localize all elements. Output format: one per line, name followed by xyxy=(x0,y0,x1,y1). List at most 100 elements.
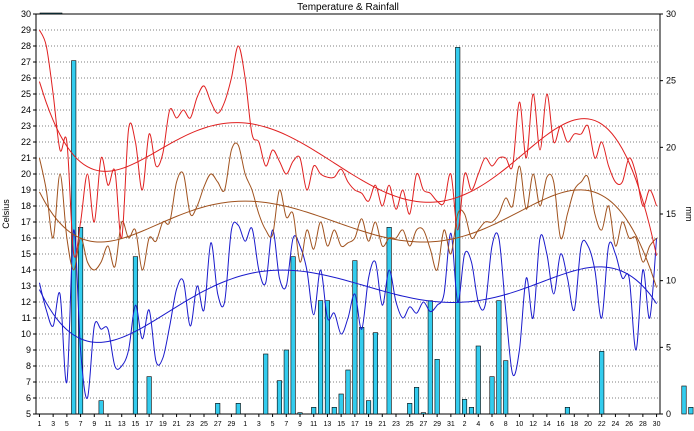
y2-tick-label: 10 xyxy=(666,276,676,286)
y-tick-label: 15 xyxy=(21,249,31,259)
rainfall-bar xyxy=(455,47,461,415)
rainfall-bar xyxy=(235,403,241,415)
rainfall-bar xyxy=(407,403,413,415)
x-tick-label: 15 xyxy=(337,421,345,428)
y-tick-label: 21 xyxy=(21,153,31,163)
x-tick-label: 20 xyxy=(584,421,592,428)
x-tick-label: 8 xyxy=(504,421,508,428)
y-tick-label: 11 xyxy=(22,313,31,323)
x-tick-label: 9 xyxy=(298,421,302,428)
x-tick-label: 4 xyxy=(476,421,480,428)
rainfall-bar xyxy=(331,407,337,415)
y-tick-label: 9 xyxy=(26,345,31,355)
y-axis-right: 0 5 10 15 20 25 30 xyxy=(660,9,676,419)
x-tick-label: 29 xyxy=(228,421,236,428)
y-tick-label: 17 xyxy=(21,217,31,227)
y-axis-label: Celsius xyxy=(1,199,11,229)
rainfall-bar xyxy=(318,300,324,415)
x-tick-label: 14 xyxy=(543,421,551,428)
x-tick-label: 5 xyxy=(65,421,69,428)
rainfall-bar xyxy=(681,385,687,415)
x-tick-label: 9 xyxy=(92,421,96,428)
series-poly-minimum xyxy=(38,266,657,343)
y2-tick-label: 5 xyxy=(666,342,671,352)
rainfall-bar xyxy=(599,351,605,415)
rainfall-bar xyxy=(352,260,358,415)
x-tick-label: 31 xyxy=(447,421,455,428)
y-tick-label: 13 xyxy=(21,281,31,291)
y2-tick-label: 0 xyxy=(666,409,671,419)
x-tick-label: 13 xyxy=(324,421,332,428)
y-tick-label: 14 xyxy=(21,265,31,275)
y2-tick-label: 15 xyxy=(666,209,676,219)
x-tick-label: 17 xyxy=(145,421,153,428)
x-tick-label: 11 xyxy=(104,421,111,428)
x-tick-label: 12 xyxy=(529,421,537,428)
x-tick-label: 23 xyxy=(186,421,194,428)
rainfall-bar xyxy=(283,349,289,415)
x-tick-label: 19 xyxy=(365,421,373,428)
y-tick-label: 16 xyxy=(21,233,31,243)
y2-tick-label: 25 xyxy=(666,76,676,86)
rainfall-bar xyxy=(215,403,221,415)
rainfall-bar xyxy=(324,300,330,415)
plot-area xyxy=(35,13,661,415)
x-tick-label: 1 xyxy=(243,421,247,428)
x-tick-label: 6 xyxy=(490,421,494,428)
x-tick-label: 7 xyxy=(284,421,288,428)
x-tick-label: 29 xyxy=(433,421,441,428)
y-tick-label: 6 xyxy=(26,393,31,403)
series-poly-mean xyxy=(38,189,658,288)
y-tick-label: 24 xyxy=(21,105,31,115)
x-tick-label: 24 xyxy=(612,421,620,428)
rainfall-bar xyxy=(345,369,351,415)
rainfall-bar xyxy=(386,227,392,415)
y-tick-label: 8 xyxy=(26,361,31,371)
x-tick-label: 26 xyxy=(625,421,633,428)
y-tick-label: 27 xyxy=(21,57,31,67)
series-poly-maximum xyxy=(38,81,658,256)
y-tick-label: 30 xyxy=(21,9,31,19)
rainfall-bar xyxy=(366,400,372,415)
x-tick-label: 19 xyxy=(159,421,167,428)
rainfall-bar xyxy=(688,407,694,415)
y-tick-label: 7 xyxy=(26,377,31,387)
rainfall-bar xyxy=(359,327,365,415)
x-tick-label: 17 xyxy=(351,421,359,428)
x-tick-label: 13 xyxy=(118,421,126,428)
x-tick-label: 3 xyxy=(51,421,55,428)
y-tick-label: 19 xyxy=(21,185,31,195)
rainfall-bar xyxy=(71,60,77,415)
y-tick-label: 29 xyxy=(21,25,31,35)
rainfall-bar xyxy=(78,227,84,415)
y-tick-label: 22 xyxy=(21,137,31,147)
rainfall-bar xyxy=(475,345,481,415)
x-tick-label: 30 xyxy=(653,421,661,428)
temperature-lines xyxy=(38,29,658,399)
rainfall-bars xyxy=(71,47,694,415)
rainfall-bar xyxy=(496,300,502,415)
x-axis: 1 3 5 7 9 11 13 15 17 19 21 23 25 27 29 1 3 5 7 9 11 13 15 17 19… xyxy=(37,414,661,428)
x-tick-label: 28 xyxy=(639,421,647,428)
x-tick-label: 5 xyxy=(271,421,275,428)
y-tick-label: 23 xyxy=(21,121,31,131)
series-mean xyxy=(38,142,657,271)
x-tick-label: 27 xyxy=(214,421,222,428)
x-tick-label: 23 xyxy=(392,421,400,428)
rainfall-bar xyxy=(372,332,378,415)
rainfall-bar xyxy=(297,412,303,415)
rainfall-bar xyxy=(503,360,509,415)
rainfall-bar xyxy=(338,393,344,415)
y2-axis-label: mm xyxy=(684,207,694,222)
rainfall-bar xyxy=(434,359,440,415)
rainfall-bar xyxy=(468,407,474,415)
x-tick-label: 3 xyxy=(257,421,261,428)
y2-tick-label: 30 xyxy=(666,9,676,19)
rainfall-bar xyxy=(263,353,269,415)
y-tick-label: 25 xyxy=(21,89,31,99)
rainfall-bar xyxy=(132,256,138,415)
series-minimum xyxy=(38,221,658,399)
x-tick-label: 16 xyxy=(557,421,565,428)
y-tick-label: 20 xyxy=(21,169,31,179)
